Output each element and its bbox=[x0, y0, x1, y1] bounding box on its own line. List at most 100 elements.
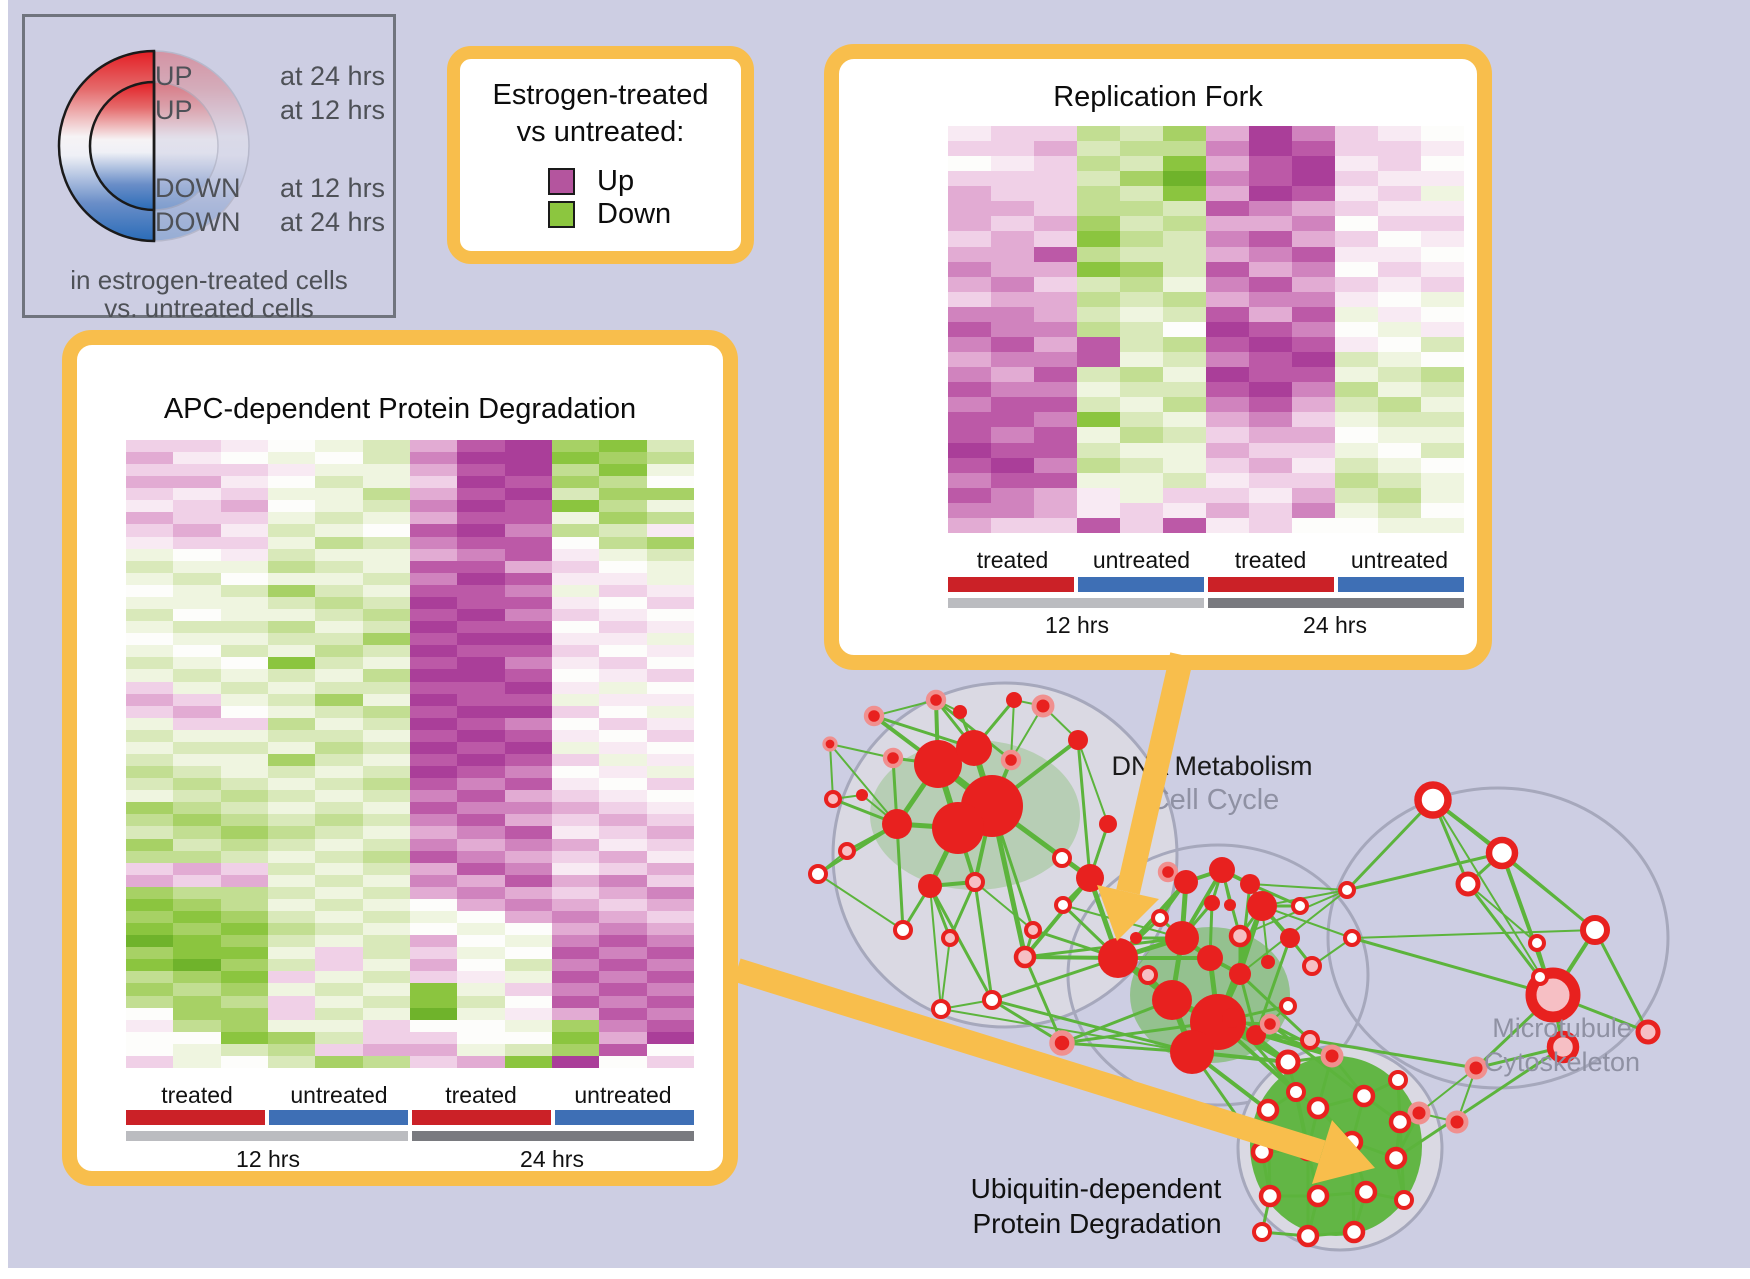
heatmap-cell bbox=[1421, 201, 1464, 217]
heatmap-cell bbox=[362, 766, 410, 779]
heatmap-cell bbox=[504, 657, 552, 670]
heatmap-cell bbox=[948, 427, 991, 443]
heatmap-cell bbox=[267, 464, 316, 477]
heatmap-cell bbox=[220, 935, 268, 948]
heatmap-cell bbox=[991, 367, 1034, 383]
heatmap-cell bbox=[1292, 321, 1335, 337]
heatmap-cell bbox=[315, 464, 363, 477]
time-label: 12 hrs bbox=[236, 1146, 300, 1172]
heatmap-cell bbox=[173, 802, 221, 815]
heatmap-cell bbox=[457, 753, 505, 767]
heatmap-cell bbox=[1292, 261, 1335, 277]
heatmap-cell bbox=[504, 898, 552, 911]
heatmap-cell bbox=[362, 440, 410, 453]
heatmap-cell bbox=[126, 935, 174, 948]
heatmap-cell bbox=[1077, 487, 1120, 503]
time-bar bbox=[126, 1131, 408, 1141]
heatmap-cell bbox=[173, 512, 221, 525]
heatmap-cell bbox=[1120, 291, 1163, 307]
heatmap-cell bbox=[220, 524, 268, 537]
heatmap-cell bbox=[1421, 487, 1464, 503]
heatmap-cell bbox=[1206, 321, 1249, 337]
heatmap-cell bbox=[173, 1007, 221, 1020]
heatmap-cell bbox=[173, 874, 221, 887]
heatmap-cell bbox=[1335, 412, 1378, 428]
condition-bar bbox=[555, 1110, 694, 1125]
heatmap-cell bbox=[267, 488, 316, 501]
ring-legend: UP at 24 hrs UP at 12 hrs DOWN at 12 hrs… bbox=[22, 14, 396, 323]
heatmap-cell bbox=[173, 898, 221, 911]
gene-node bbox=[1049, 1030, 1075, 1056]
heatmap-cell bbox=[409, 512, 458, 525]
heatmap-cell bbox=[267, 1043, 316, 1056]
gene-node bbox=[1259, 1013, 1281, 1035]
heatmap-cell bbox=[1335, 186, 1378, 202]
heatmap-cell bbox=[362, 536, 410, 549]
heatmap-cell bbox=[457, 609, 505, 622]
heatmap-cell bbox=[1206, 382, 1249, 398]
heatmap-cell bbox=[991, 412, 1034, 428]
gene-node bbox=[856, 789, 868, 801]
heatmap-cell bbox=[599, 500, 647, 513]
heatmap-cell bbox=[267, 1019, 316, 1032]
heatmap-cell bbox=[991, 126, 1034, 142]
heatmap-cell bbox=[315, 596, 363, 610]
heatmap-cell bbox=[457, 995, 505, 1008]
heatmap-cell bbox=[457, 886, 505, 899]
heatmap-cell bbox=[220, 440, 268, 453]
heatmap-cell bbox=[315, 1007, 363, 1020]
heatmap-cell bbox=[551, 778, 600, 791]
heatmap-cell bbox=[646, 621, 694, 634]
gene-node bbox=[1635, 1019, 1661, 1045]
heatmap-cell bbox=[409, 850, 458, 863]
heatmap-cell bbox=[126, 1055, 174, 1068]
gene-node bbox=[1338, 881, 1356, 899]
heatmap-cell bbox=[173, 959, 221, 972]
condition-bar bbox=[126, 1110, 265, 1125]
heatmap-cell bbox=[504, 452, 552, 465]
heatmap-cell bbox=[1335, 261, 1378, 277]
heatmap-cell bbox=[948, 457, 991, 473]
ring-legend-time-down12: at 12 hrs bbox=[280, 173, 386, 203]
heatmap-cell bbox=[599, 778, 647, 791]
heatmap-cell bbox=[646, 935, 694, 948]
heatmap-cell bbox=[1335, 367, 1378, 383]
heatmap-cell bbox=[1034, 367, 1077, 383]
apc-panel-title: APC-dependent Protein Degradation bbox=[163, 393, 637, 425]
heatmap-cell bbox=[948, 306, 991, 322]
heatmap-cell bbox=[504, 500, 552, 513]
heatmap-cell bbox=[1120, 186, 1163, 202]
heatmap-cell bbox=[551, 584, 600, 597]
heatmap-cell bbox=[315, 1031, 363, 1044]
heatmap-cell bbox=[315, 947, 363, 960]
gene-node bbox=[1445, 1110, 1469, 1134]
heatmap-cell bbox=[362, 729, 410, 742]
heatmap-cell bbox=[220, 669, 268, 682]
heatmap-cell bbox=[551, 512, 600, 525]
heatmap-cell bbox=[1292, 336, 1335, 353]
heatmap-cell bbox=[1249, 412, 1292, 428]
heatmap-cell bbox=[457, 524, 505, 537]
heatmap-cell bbox=[267, 548, 316, 561]
heatmap-cell bbox=[599, 874, 647, 887]
heatmap-cell bbox=[504, 536, 552, 549]
heatmap-cell bbox=[362, 898, 410, 911]
heatmap-cell bbox=[599, 464, 647, 477]
heatmap-cell bbox=[1034, 291, 1077, 307]
heatmap-cell bbox=[1163, 427, 1206, 443]
heatmap-cell bbox=[220, 729, 268, 742]
heatmap-cell bbox=[315, 971, 363, 984]
heatmap-cell bbox=[315, 717, 363, 730]
heatmap-cell bbox=[1249, 487, 1292, 503]
heatmap-cell bbox=[551, 910, 600, 924]
heatmap-cell bbox=[409, 778, 458, 791]
heatmap-cell bbox=[1249, 246, 1292, 262]
heatmap-cell bbox=[362, 1031, 410, 1044]
heatmap-cell bbox=[551, 850, 600, 863]
heatmap-cell bbox=[362, 838, 410, 851]
heatmap-cell bbox=[409, 717, 458, 730]
heatmap-cell bbox=[1077, 156, 1120, 172]
heatmap-cell bbox=[551, 983, 600, 996]
heatmap-cell bbox=[504, 1031, 552, 1044]
